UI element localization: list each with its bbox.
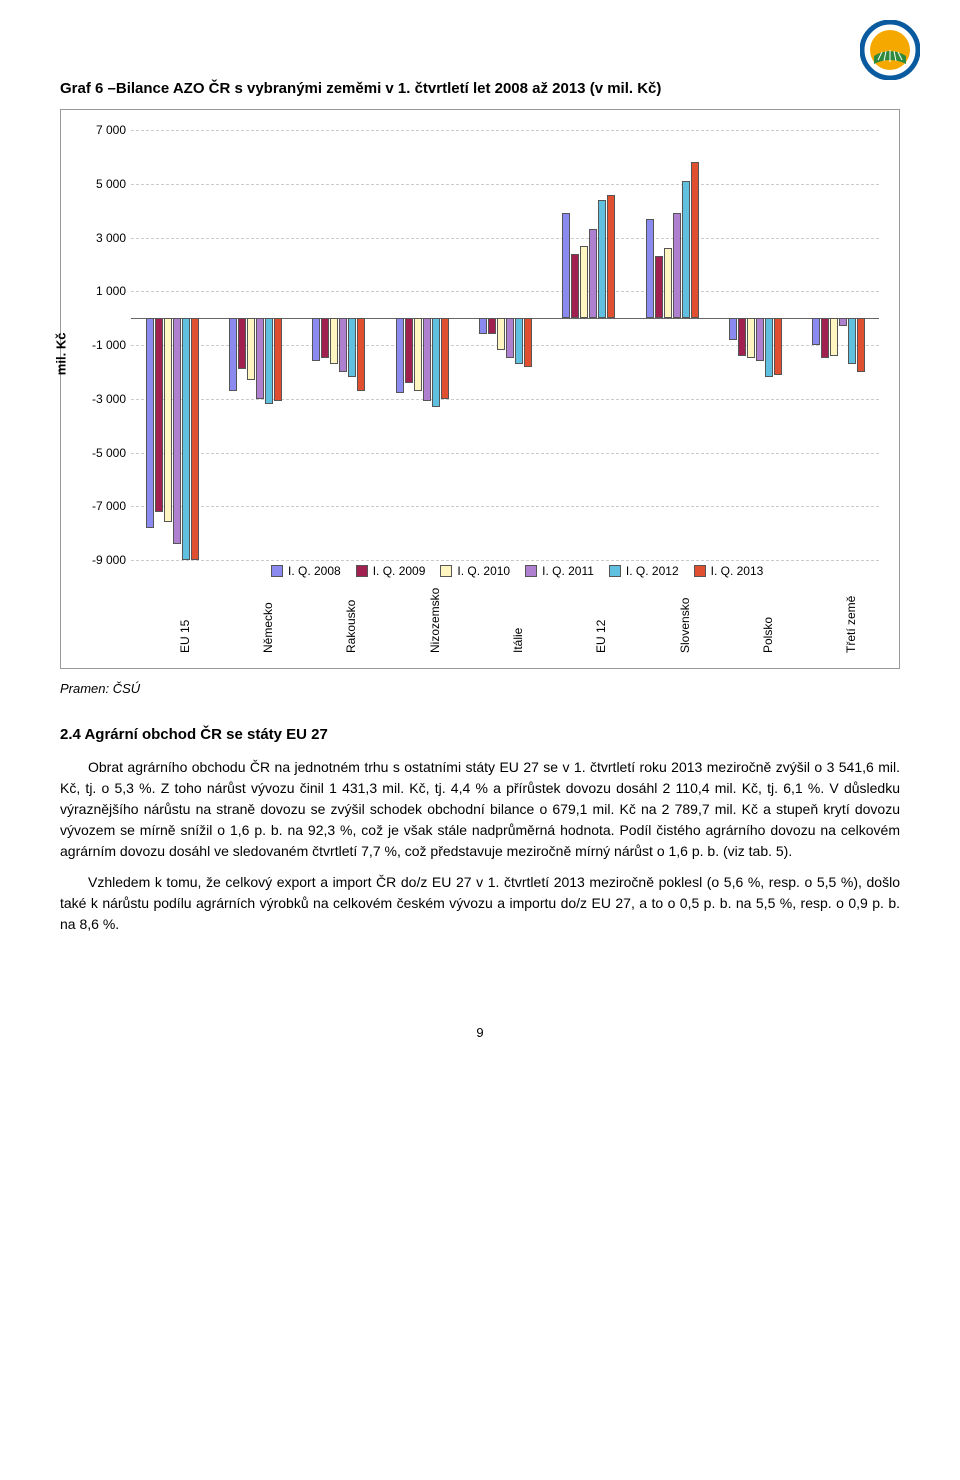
bar <box>524 318 532 366</box>
legend-item: I. Q. 2012 <box>609 564 679 578</box>
bar <box>691 162 699 318</box>
bar <box>146 318 154 528</box>
x-label: Slovensko <box>678 598 692 653</box>
x-label: Německo <box>261 602 275 653</box>
y-tick: 5 000 <box>81 177 126 191</box>
chart-title: Graf 6 –Bilance AZO ČR s vybranými zeměm… <box>60 80 900 97</box>
bar <box>247 318 255 380</box>
bar <box>479 318 487 334</box>
bar <box>164 318 172 522</box>
source-text: Pramen: ČSÚ <box>60 681 900 696</box>
bar <box>747 318 755 358</box>
x-label: Třetí země <box>844 596 858 653</box>
bar <box>598 200 606 318</box>
bar <box>765 318 773 377</box>
legend-item: I. Q. 2011 <box>525 564 594 578</box>
bar <box>497 318 505 350</box>
bar <box>830 318 838 356</box>
bar <box>274 318 282 401</box>
bar <box>839 318 847 326</box>
bar <box>339 318 347 372</box>
x-label: Rakousko <box>344 600 358 653</box>
bar <box>357 318 365 391</box>
paragraph-2: Vzhledem k tomu, že celkový export a imp… <box>60 872 900 935</box>
bar <box>173 318 181 544</box>
x-label: EU 15 <box>178 620 192 653</box>
bar <box>238 318 246 369</box>
bar <box>756 318 764 361</box>
y-tick: -3 000 <box>81 392 126 406</box>
bar <box>414 318 422 391</box>
y-tick: 1 000 <box>81 284 126 298</box>
bar <box>571 254 579 319</box>
bar <box>673 213 681 318</box>
bar <box>682 181 690 318</box>
bar <box>321 318 329 358</box>
x-labels: EU 15 Německo Rakousko Nizozemsko Itálie EU 1… <box>131 583 879 658</box>
x-label: Itálie <box>511 628 525 653</box>
bar <box>580 246 588 319</box>
bar <box>738 318 746 356</box>
bar <box>848 318 856 364</box>
y-tick: -5 000 <box>81 446 126 460</box>
x-label: Nizozemsko <box>428 588 442 653</box>
bar <box>229 318 237 391</box>
bar <box>857 318 865 372</box>
bar <box>405 318 413 383</box>
page-number: 9 <box>60 1025 900 1040</box>
legend-item: I. Q. 2013 <box>694 564 764 578</box>
bar <box>265 318 273 404</box>
bar <box>589 229 597 318</box>
bar <box>312 318 320 361</box>
legend-item: I. Q. 2008 <box>271 564 341 578</box>
bar <box>396 318 404 393</box>
bar <box>774 318 782 374</box>
y-tick: -9 000 <box>81 553 126 567</box>
bar <box>432 318 440 407</box>
bar <box>182 318 190 560</box>
y-tick: 7 000 <box>81 123 126 137</box>
brand-logo <box>860 20 920 80</box>
bar <box>515 318 523 364</box>
bar <box>441 318 449 399</box>
bar <box>191 318 199 560</box>
bar <box>821 318 829 358</box>
bar <box>488 318 496 334</box>
bar <box>655 256 663 318</box>
bar <box>506 318 514 358</box>
bar <box>607 195 615 319</box>
y-tick: -7 000 <box>81 499 126 513</box>
bar <box>155 318 163 512</box>
legend: I. Q. 2008 I. Q. 2009 I. Q. 2010 I. Q. 2011… <box>271 564 849 578</box>
bar <box>348 318 356 377</box>
y-tick: -1 000 <box>81 338 126 352</box>
bar <box>330 318 338 364</box>
bar <box>256 318 264 399</box>
legend-item: I. Q. 2009 <box>356 564 426 578</box>
section-heading: 2.4 Agrární obchod ČR se státy EU 27 <box>60 726 900 743</box>
bar <box>646 219 654 318</box>
bar <box>664 248 672 318</box>
bar <box>812 318 820 345</box>
bar <box>423 318 431 401</box>
y-tick: 3 000 <box>81 231 126 245</box>
x-label: Polsko <box>761 617 775 653</box>
legend-item: I. Q. 2010 <box>440 564 510 578</box>
bar <box>562 213 570 318</box>
y-axis-label: mil. Kč <box>54 333 69 376</box>
bar <box>729 318 737 340</box>
x-label: EU 12 <box>594 620 608 653</box>
chart-container: mil. Kč 7 0005 0003 0001 000-1 000-3 000… <box>60 109 900 669</box>
paragraph-1: Obrat agrárního obchodu ČR na jednotném … <box>60 757 900 862</box>
plot-area: 7 0005 0003 0001 000-1 000-3 000-5 000-7… <box>131 130 879 538</box>
